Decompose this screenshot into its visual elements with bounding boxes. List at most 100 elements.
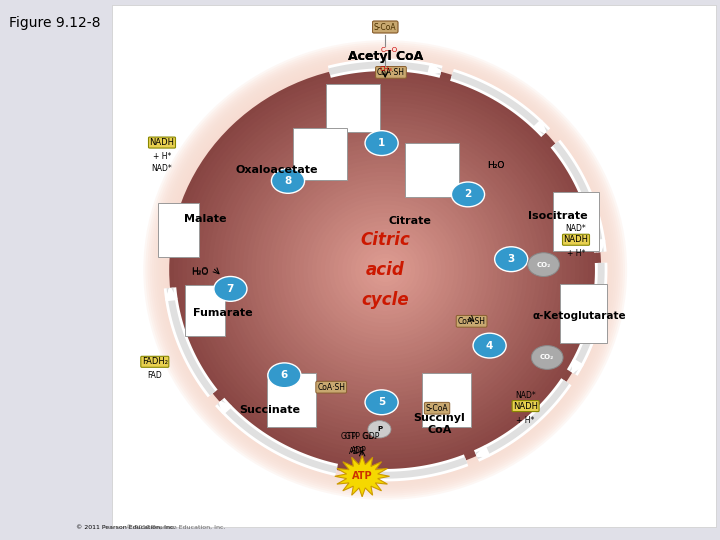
Text: CH₃: CH₃ [379, 66, 392, 72]
Ellipse shape [195, 90, 575, 450]
Text: 2: 2 [464, 190, 472, 199]
FancyBboxPatch shape [422, 373, 471, 427]
Ellipse shape [346, 233, 424, 307]
Text: ADP: ADP [351, 447, 366, 455]
Ellipse shape [264, 155, 506, 385]
Text: Oxaloacetate: Oxaloacetate [236, 165, 318, 175]
Ellipse shape [338, 225, 433, 315]
Text: CO₂: CO₂ [536, 261, 551, 268]
Ellipse shape [359, 245, 411, 295]
Text: Acetyl CoA: Acetyl CoA [348, 50, 423, 63]
Ellipse shape [320, 208, 450, 332]
FancyBboxPatch shape [560, 284, 606, 343]
Text: FADH₂: FADH₂ [142, 357, 168, 366]
Text: GTP GDP: GTP GDP [346, 432, 379, 441]
Ellipse shape [277, 167, 493, 373]
Text: NADH: NADH [513, 402, 538, 410]
FancyBboxPatch shape [294, 128, 348, 179]
Text: Isocitrate: Isocitrate [528, 211, 588, 221]
Ellipse shape [217, 110, 554, 430]
Ellipse shape [152, 49, 618, 491]
Text: © 2011 Pearson Education, Inc.: © 2011 Pearson Education, Inc. [126, 524, 225, 530]
Ellipse shape [191, 85, 580, 455]
Ellipse shape [186, 81, 584, 459]
Ellipse shape [316, 204, 454, 336]
Text: Succinate: Succinate [240, 406, 300, 415]
Ellipse shape [199, 93, 571, 447]
Text: P: P [377, 426, 382, 433]
Ellipse shape [355, 241, 415, 299]
Ellipse shape [286, 176, 485, 364]
Text: α-Ketoglutarate: α-Ketoglutarate [533, 311, 626, 321]
Ellipse shape [329, 217, 441, 323]
Text: 6: 6 [281, 370, 288, 380]
Text: 4: 4 [486, 341, 493, 350]
Ellipse shape [143, 40, 627, 500]
Ellipse shape [158, 55, 612, 485]
Ellipse shape [169, 65, 601, 475]
Circle shape [271, 168, 305, 193]
Ellipse shape [273, 163, 498, 377]
Text: NAD*: NAD* [152, 164, 172, 173]
Ellipse shape [208, 102, 562, 438]
Text: H₂O: H₂O [192, 268, 209, 277]
Text: + H*: + H* [567, 249, 585, 258]
Ellipse shape [174, 69, 597, 471]
Ellipse shape [294, 184, 476, 356]
Ellipse shape [230, 122, 541, 418]
Ellipse shape [204, 98, 567, 442]
FancyBboxPatch shape [267, 373, 316, 427]
Ellipse shape [299, 188, 472, 352]
Text: 3: 3 [508, 254, 515, 264]
Text: NAD*: NAD* [566, 225, 586, 233]
Text: FAD: FAD [148, 371, 162, 380]
Text: CoA·SH: CoA·SH [377, 68, 405, 77]
Ellipse shape [342, 229, 428, 311]
Ellipse shape [234, 126, 536, 414]
Ellipse shape [238, 131, 532, 409]
Text: H₂O: H₂O [487, 161, 504, 170]
Ellipse shape [251, 143, 519, 397]
Circle shape [495, 247, 528, 272]
Ellipse shape [269, 159, 502, 381]
Ellipse shape [154, 50, 616, 490]
Text: CO₂: CO₂ [540, 354, 554, 361]
Text: Citrate: Citrate [389, 217, 432, 226]
Text: NADH: NADH [564, 235, 588, 244]
FancyBboxPatch shape [185, 285, 225, 336]
Text: S-CoA: S-CoA [374, 23, 397, 31]
Ellipse shape [145, 42, 625, 498]
Text: Fumarate: Fumarate [194, 308, 253, 318]
Ellipse shape [307, 196, 463, 344]
FancyBboxPatch shape [158, 202, 199, 256]
FancyBboxPatch shape [325, 84, 380, 132]
Text: Acetyl CoA: Acetyl CoA [348, 50, 423, 63]
Ellipse shape [351, 237, 420, 303]
Text: C—O: C—O [380, 46, 397, 53]
Circle shape [365, 131, 398, 156]
Ellipse shape [290, 180, 480, 360]
Text: © 2011 Pearson Education, Inc.: © 2011 Pearson Education, Inc. [76, 524, 176, 530]
Ellipse shape [247, 139, 523, 401]
Text: acid: acid [366, 261, 405, 279]
Text: Succinyl
CoA: Succinyl CoA [413, 413, 465, 435]
FancyBboxPatch shape [112, 5, 716, 526]
Ellipse shape [225, 118, 545, 422]
Text: 5: 5 [378, 397, 385, 407]
Ellipse shape [368, 254, 402, 286]
Ellipse shape [325, 213, 446, 327]
Circle shape [368, 421, 391, 438]
Text: 7: 7 [227, 284, 234, 294]
Ellipse shape [178, 73, 593, 467]
Text: H₂O: H₂O [192, 267, 209, 275]
Circle shape [451, 182, 485, 207]
Text: CoA·SH: CoA·SH [318, 383, 345, 391]
Ellipse shape [372, 258, 398, 282]
Text: CoA·SH: CoA·SH [458, 317, 485, 326]
Text: S-CoA: S-CoA [426, 404, 449, 413]
Circle shape [268, 363, 301, 388]
Circle shape [365, 390, 398, 415]
Ellipse shape [156, 52, 614, 488]
Text: ADP: ADP [348, 448, 364, 456]
Ellipse shape [260, 151, 510, 389]
